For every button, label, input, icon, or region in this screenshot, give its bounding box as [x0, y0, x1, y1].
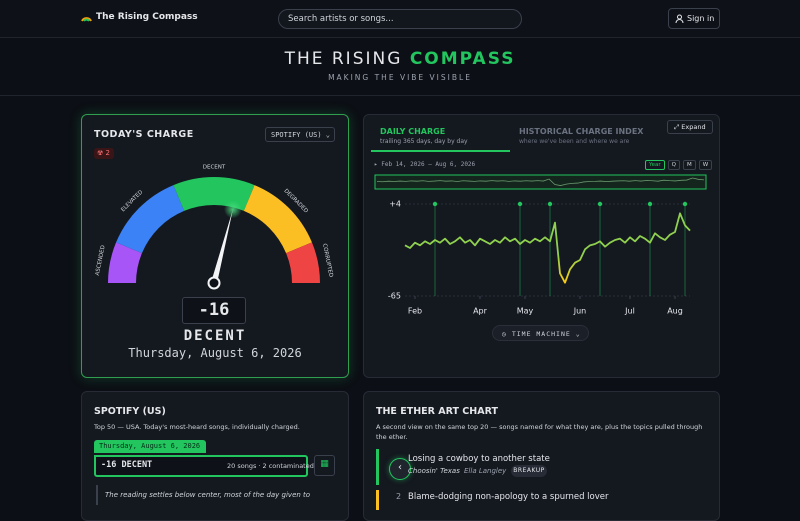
hero-title: THE RISING COMPASS: [0, 49, 800, 69]
zoom-button[interactable]: Year: [645, 160, 665, 170]
item-bar: [376, 449, 379, 485]
prev-button[interactable]: ‹: [389, 458, 411, 480]
badge-count: 2: [105, 149, 110, 157]
range-label: ▸ Feb 14, 2026 – Aug 6, 2026: [374, 161, 476, 168]
tab-underline: [371, 150, 510, 152]
hero-title-a: THE RISING: [284, 49, 403, 69]
ether-description: A second view on the same top 20 — songs…: [376, 423, 703, 441]
song-count: 20 songs · 2 contaminated: [227, 462, 314, 470]
source-label: SPOTIFY (US): [271, 131, 322, 139]
item-title: Blame-dodging non-apology to a spurned l…: [408, 492, 609, 502]
ether-title: THE ETHER ART CHART: [376, 406, 498, 417]
tab-subtitle: trailing 365 days, day by day: [380, 138, 468, 145]
brand-logo: [81, 17, 92, 22]
tab-subtitle: where we've been and where we are: [519, 138, 630, 145]
reading-box: [94, 455, 308, 477]
spotify-subtitle: Top 50 — USA. Today's most-heard songs, …: [94, 423, 300, 431]
range-text: Feb 14, 2026 – Aug 6, 2026: [381, 161, 476, 168]
contamination-badge[interactable]: ☢ 2: [94, 148, 114, 159]
tab-title[interactable]: HISTORICAL CHARGE INDEX: [519, 127, 644, 136]
time-machine-button[interactable]: ◷ TIME MACHINE ⌄: [492, 325, 589, 341]
zoom-group: Year Q M W: [645, 160, 713, 170]
source-dropdown[interactable]: SPOTIFY (US) ⌄: [265, 127, 335, 142]
charge-title: TODAY'S CHARGE: [94, 129, 194, 140]
time-machine-label: TIME MACHINE: [511, 330, 571, 338]
spotify-title: SPOTIFY (US): [94, 406, 166, 417]
reading-text: -16 DECENT: [101, 460, 153, 470]
gauge-value: -16: [182, 297, 246, 324]
zoom-button[interactable]: M: [683, 160, 696, 170]
date-tab: Thursday, August 6, 2026: [94, 440, 206, 453]
hero-tagline: MAKING THE VIBE VISIBLE: [328, 73, 472, 82]
expand-button[interactable]: ⤢ Expand: [667, 120, 713, 134]
expand-label: Expand: [681, 123, 706, 131]
tab-title[interactable]: DAILY CHARGE: [380, 127, 446, 136]
calendar-button[interactable]: ▦: [314, 455, 335, 476]
zoom-button[interactable]: Q: [667, 160, 680, 170]
item-tag: BREAKUP: [511, 465, 547, 477]
gauge-reading: DECENT: [183, 328, 247, 344]
search-input[interactable]: Search artists or songs...: [278, 9, 522, 29]
page: The Rising Compass Search artists or son…: [0, 8, 800, 521]
zoom-button[interactable]: W: [698, 160, 713, 170]
item-song: Choosin' Texas: [408, 467, 460, 475]
hero-title-b: COMPASS: [409, 49, 516, 69]
item-artist: Ella Langley: [464, 467, 507, 475]
item-title: Losing a cowboy to another state: [408, 454, 550, 464]
sign-in-button[interactable]: Sign in: [668, 8, 720, 29]
brand[interactable]: The Rising Compass: [96, 12, 198, 22]
divider: [0, 95, 800, 96]
user-icon: [675, 14, 684, 23]
item-bar: [376, 490, 379, 510]
gauge-date: Thursday, August 6, 2026: [128, 346, 302, 360]
summary: The reading settles below center, most o…: [96, 485, 336, 505]
item-rank: 2: [396, 492, 402, 501]
